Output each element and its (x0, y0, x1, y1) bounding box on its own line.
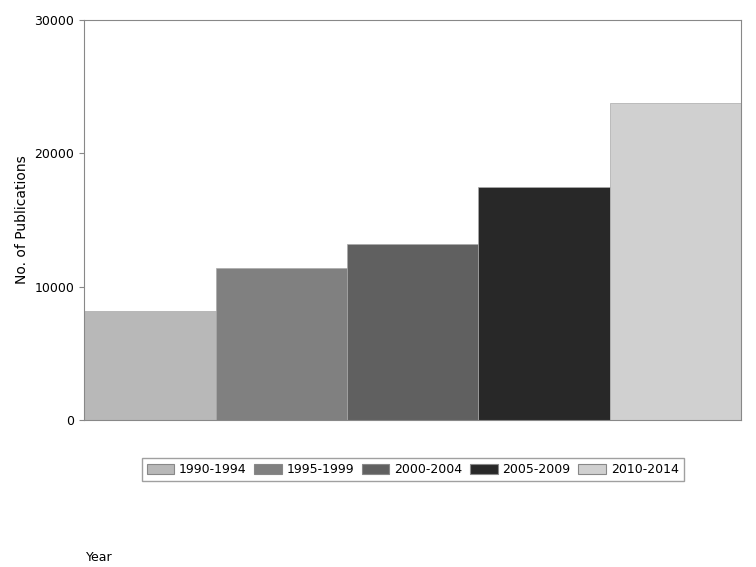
Bar (609, 103, 741, 420)
Bar (215, 268, 347, 420)
Y-axis label: No. of Publications: No. of Publications (15, 155, 29, 284)
Bar (347, 244, 479, 420)
Bar (84, 311, 215, 420)
Legend: 1990-1994, 1995-1999, 2000-2004, 2005-2009, 2010-2014: 1990-1994, 1995-1999, 2000-2004, 2005-20… (141, 458, 683, 481)
Bar (479, 187, 609, 420)
Text: Year: Year (86, 551, 113, 564)
